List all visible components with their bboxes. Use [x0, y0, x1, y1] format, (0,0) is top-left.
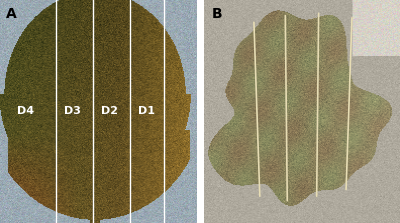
Text: D2: D2	[101, 107, 118, 116]
Text: D4: D4	[17, 107, 34, 116]
Text: D1: D1	[138, 107, 154, 116]
Text: A: A	[6, 7, 17, 21]
Text: D3: D3	[64, 107, 81, 116]
Text: B: B	[212, 7, 222, 21]
